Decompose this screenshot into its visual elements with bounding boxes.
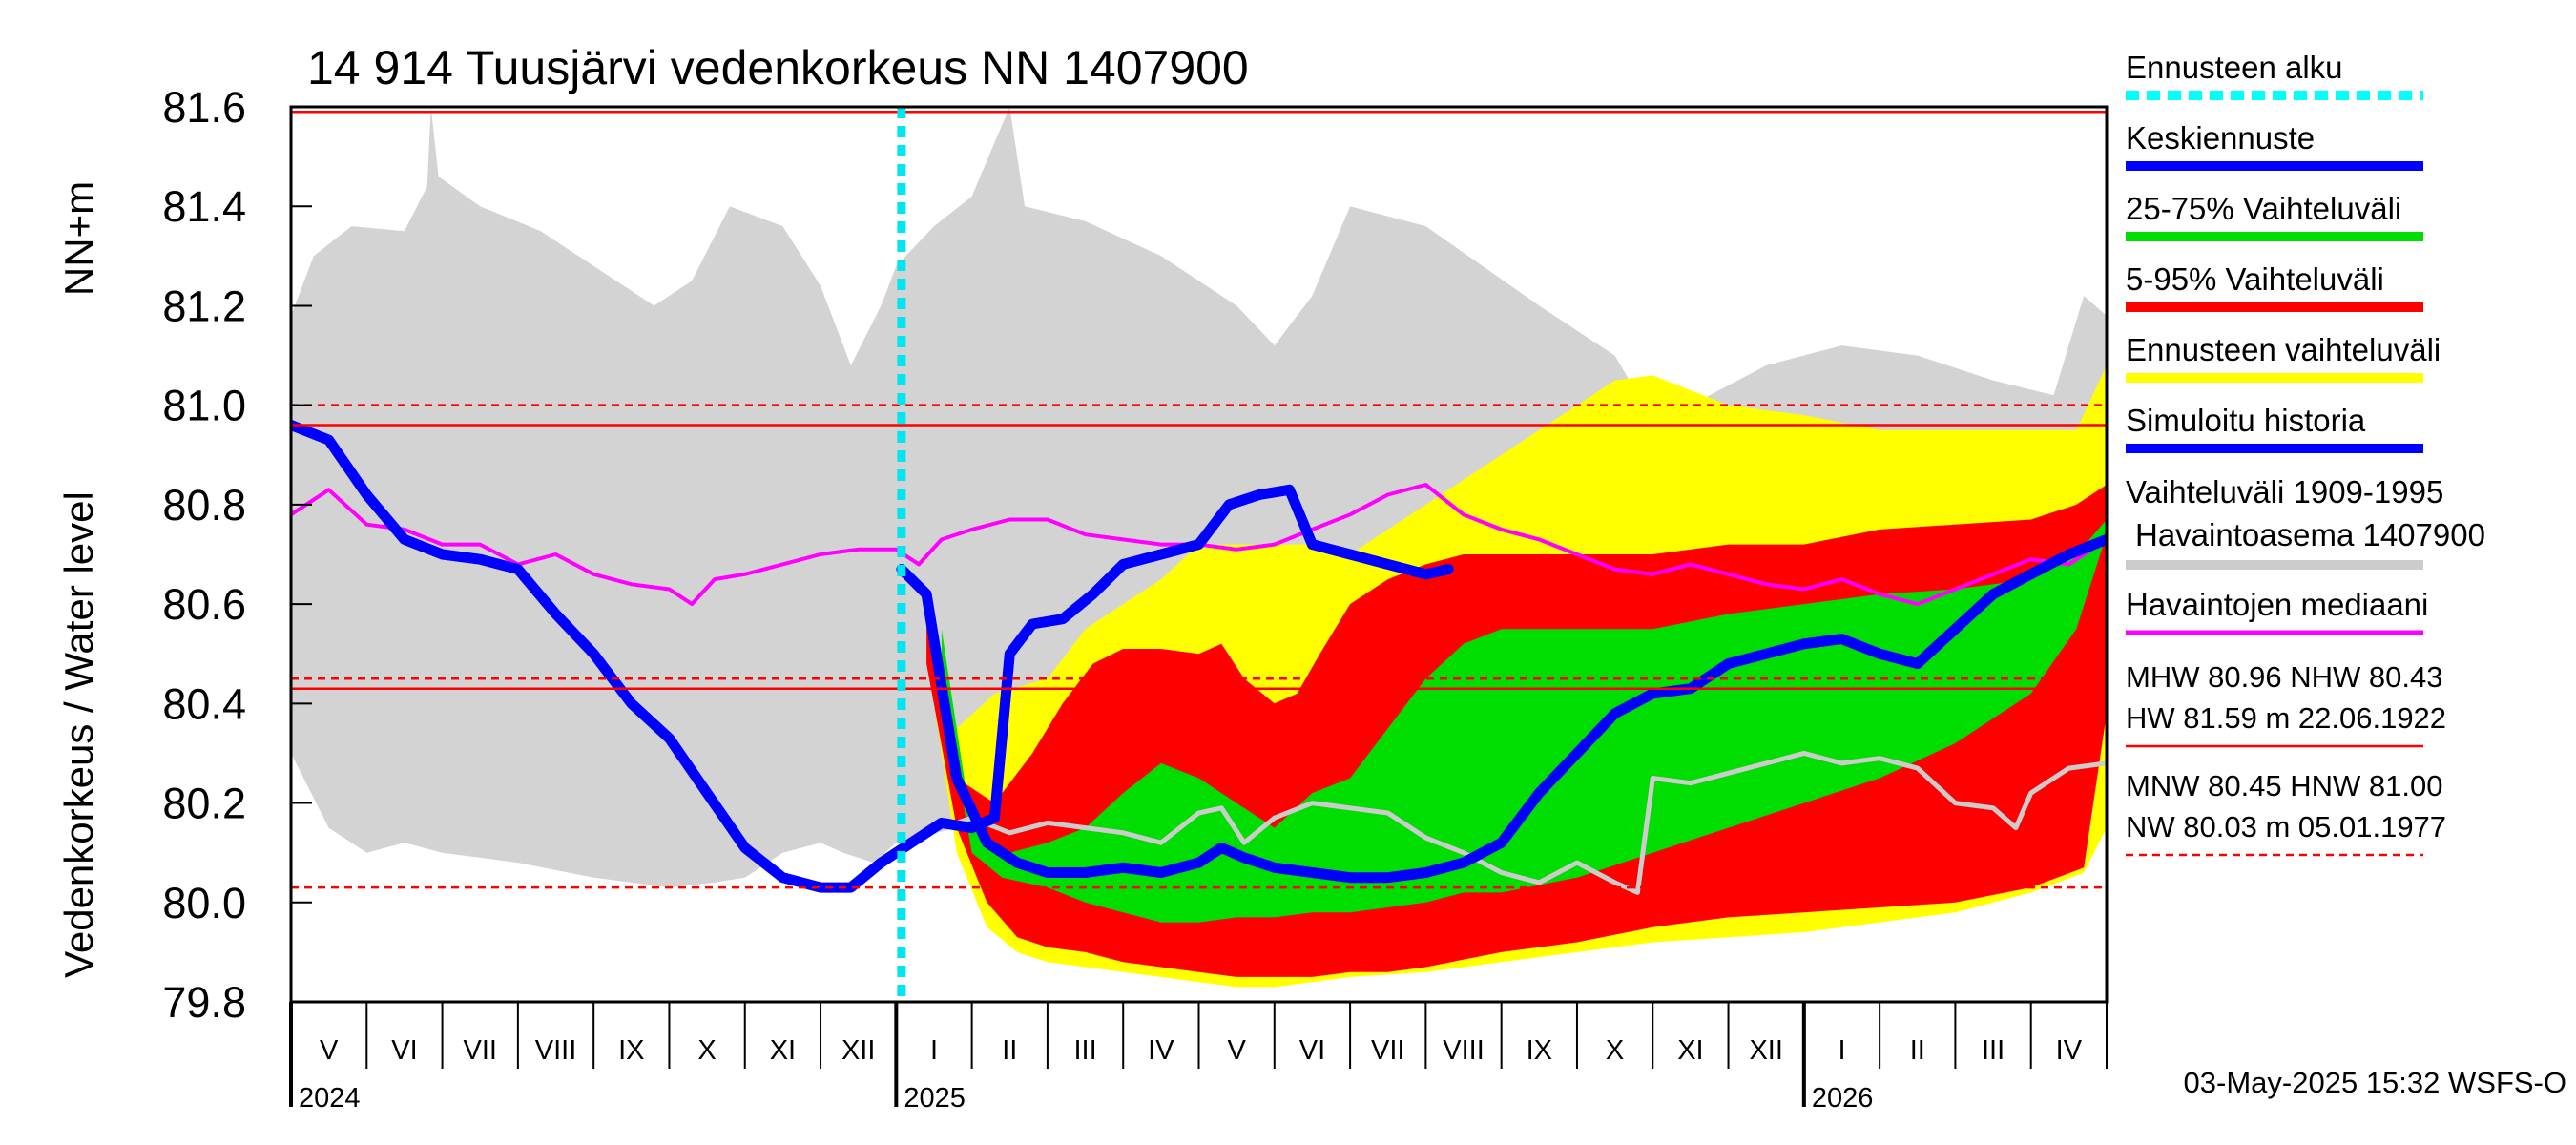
x-month-label: VII: [463, 1035, 496, 1066]
x-month-label: IV: [1148, 1035, 1174, 1066]
x-month-label: V: [320, 1035, 339, 1066]
plot-area: [291, 107, 2107, 988]
y-tick-label: 80.0: [162, 879, 246, 927]
y-tick-label: 81.4: [162, 182, 246, 231]
x-month-label: XII: [1749, 1035, 1782, 1066]
x-axis: V VI VII VIII IX X XI XII I II III IV V VI VII VIII IX X X…: [289, 1002, 2108, 1114]
legend-label: Simuloitu historia: [2126, 403, 2366, 438]
x-month-label: IV: [2056, 1035, 2083, 1066]
legend-label: 5-95% Vaihteluväli: [2126, 261, 2384, 297]
legend-label: Ennusteen alku: [2126, 50, 2343, 85]
x-month-label: III: [1982, 1035, 2005, 1066]
chart-title: 14 914 Tuusjärvi vedenkorkeus NN 1407900: [307, 41, 1249, 94]
x-month-label: XI: [770, 1035, 796, 1066]
legend-median-label: Havaintojen mediaani: [2126, 587, 2428, 622]
stat-mhw-nhw: MHW 80.96 NHW 80.43: [2126, 660, 2443, 694]
legend-label: 25-75% Vaihteluväli: [2126, 191, 2401, 226]
x-month-label: VIII: [535, 1035, 577, 1066]
mean-forecast-line: [896, 533, 2107, 884]
y-tick-label: 80.4: [162, 679, 246, 728]
observed-median-line: [291, 483, 2107, 607]
y-tick-label: 81.0: [162, 382, 246, 430]
legend-label: Keskiennuste: [2126, 120, 2315, 156]
x-month-label: XII: [841, 1035, 875, 1066]
simulated-history-line: [291, 420, 1454, 893]
x-month-label: IX: [618, 1035, 644, 1066]
x-year-label: 2026: [1812, 1083, 1874, 1114]
x-month-label: VI: [391, 1035, 417, 1066]
y-axis-unit: NN+m: [56, 181, 101, 296]
y-tick-label: 81.2: [162, 281, 246, 330]
y-tick-label: 79.8: [162, 978, 246, 1027]
stat-hw: HW 81.59 m 22.06.1922: [2126, 701, 2446, 735]
x-month-label: VII: [1371, 1035, 1404, 1066]
legend-label: Ennusteen vaihteluväli: [2126, 332, 2441, 367]
x-month-label: X: [697, 1035, 716, 1066]
legend-range-label: Vaihteluväli 1909-1995: [2126, 474, 2443, 510]
y-tick-label: 80.2: [162, 780, 246, 828]
x-month-label: II: [1910, 1035, 1925, 1066]
x-month-label: III: [1073, 1035, 1096, 1066]
x-month-label: I: [1838, 1035, 1845, 1066]
y-ticks: 81.6 81.4 81.2 81.0 80.8 80.6 80.4 80.2 80.0 79.8: [162, 83, 246, 1027]
x-month-label: IX: [1527, 1035, 1552, 1066]
legend-station-label: Havaintoasema 1407900: [2135, 517, 2485, 552]
gray-median-line: [939, 750, 2107, 895]
x-month-label: XI: [1677, 1035, 1703, 1066]
y-tick-label: 80.6: [162, 580, 246, 629]
stat-nw: NW 80.03 m 05.01.1977: [2126, 810, 2446, 843]
x-month-label: VIII: [1443, 1035, 1485, 1066]
x-month-label: VI: [1299, 1035, 1325, 1066]
x-year-label: 2025: [904, 1083, 966, 1114]
x-month-label: V: [1227, 1035, 1246, 1066]
y-axis-label: Vedenkorkeus / Water level: [56, 491, 101, 978]
x-month-label: I: [930, 1035, 938, 1066]
y-tick-label: 80.8: [162, 481, 246, 530]
x-year-label: 2024: [299, 1083, 361, 1114]
x-month-label: II: [1002, 1035, 1017, 1066]
y-tick-label: 81.6: [162, 83, 246, 132]
x-month-label: X: [1606, 1035, 1624, 1066]
stat-mnw-hnw: MNW 80.45 HNW 81.00: [2126, 769, 2443, 802]
legend: Ennusteen alku Keskiennuste 25-75% Vaihtel…: [2126, 50, 2485, 857]
timestamp: 03-May-2025 15:32 WSFS-O: [2184, 1066, 2566, 1099]
reference-lines: [291, 107, 2107, 1002]
